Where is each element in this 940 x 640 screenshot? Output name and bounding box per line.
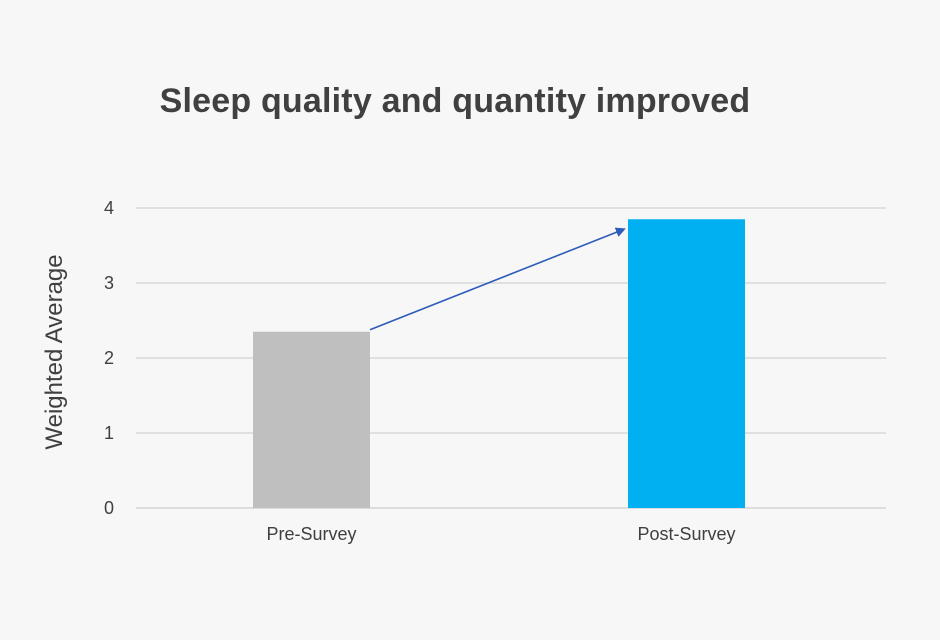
bar-pre-survey [253, 331, 370, 508]
bars [253, 219, 745, 508]
x-tick-label: Pre-Survey [266, 524, 356, 544]
y-axis-ticks: 0 1 2 3 4 [104, 198, 114, 518]
bar-post-survey [628, 219, 745, 508]
x-tick-label: Post-Survey [637, 524, 735, 544]
y-tick-label: 3 [104, 273, 114, 293]
annotations [369, 227, 626, 331]
y-axis-label: Weighted Average [41, 254, 68, 449]
y-tick-label: 0 [104, 498, 114, 518]
increase-arrow [369, 227, 626, 331]
y-tick-label: 4 [104, 198, 114, 218]
y-tick-label: 1 [104, 423, 114, 443]
chart-title: Sleep quality and quantity improved [159, 82, 751, 120]
y-tick-label: 2 [104, 348, 114, 368]
gridlines [136, 207, 886, 509]
x-axis-ticks: Pre-Survey Post-Survey [266, 524, 735, 544]
